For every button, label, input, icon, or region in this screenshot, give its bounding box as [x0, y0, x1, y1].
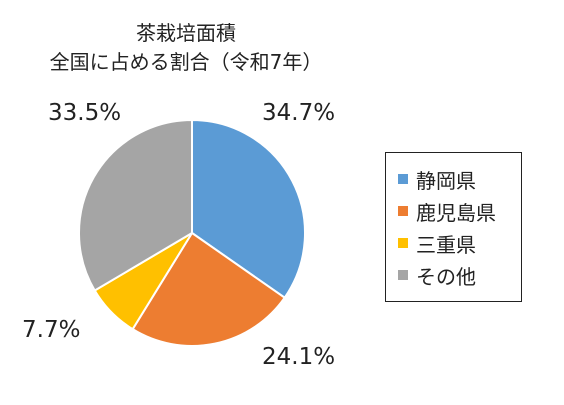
chart-title-line-2: 全国に占める割合（令和7年） — [49, 50, 323, 74]
data-label-kagoshima: 24.1% — [262, 344, 336, 370]
pie-slice-kagoshima — [131, 231, 287, 347]
data-label-mie: 7.7% — [22, 317, 81, 343]
legend-item-other: その他 — [398, 259, 521, 291]
pie-slice-shizuoka — [191, 118, 306, 300]
data-label-shizuoka: 34.7% — [262, 100, 336, 126]
legend-label-other: その他 — [416, 264, 476, 289]
legend-item-mie: 三重県 — [398, 227, 521, 259]
legend-item-kagoshima: 鹿児島県 — [398, 195, 521, 227]
pie-slice-other — [78, 118, 193, 292]
legend-swatch-mie — [398, 238, 408, 248]
data-label-other: 33.5% — [48, 100, 122, 126]
legend-label-mie: 三重県 — [416, 232, 476, 257]
chart-title-line-1: 茶栽培面積 — [136, 21, 236, 45]
legend-swatch-shizuoka — [398, 174, 408, 184]
legend-swatch-kagoshima — [398, 206, 408, 216]
legend-label-shizuoka: 静岡県 — [416, 168, 476, 193]
legend: 静岡県 鹿児島県 三重県 その他 — [385, 152, 522, 302]
legend-swatch-other — [398, 270, 408, 280]
legend-label-kagoshima: 鹿児島県 — [416, 200, 496, 225]
legend-item-shizuoka: 静岡県 — [398, 163, 521, 195]
